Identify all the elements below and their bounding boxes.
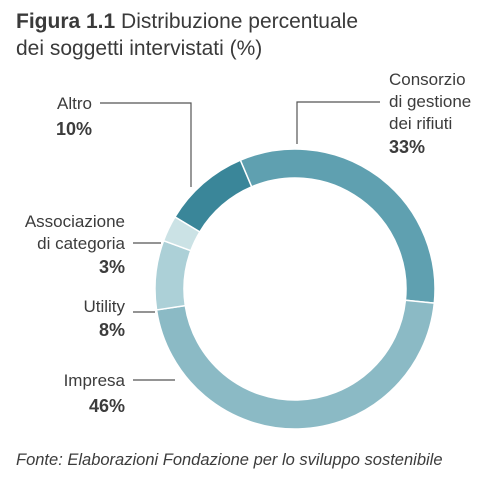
label-consorzio-value: 33% bbox=[389, 137, 425, 157]
donut-slices bbox=[154, 148, 436, 430]
figure-number: Figura 1.1 bbox=[16, 10, 116, 33]
label-utility-value: 8% bbox=[99, 320, 125, 340]
label-consorzio-line3: dei rifiuti bbox=[389, 114, 452, 133]
slice-altro bbox=[173, 159, 253, 233]
label-altro: Altro bbox=[57, 94, 92, 113]
figure-title-line1: Distribuzione percentuale bbox=[121, 10, 359, 33]
leader-line-altro bbox=[100, 102, 192, 187]
label-consorzio-line2: di gestione bbox=[389, 92, 471, 111]
label-consorzio-line1: Consorzio bbox=[389, 70, 466, 89]
leader-line-consorzio bbox=[296, 101, 380, 144]
slice-impresa bbox=[155, 299, 436, 430]
label-utility: Utility bbox=[83, 297, 125, 316]
label-associazione-line1: Associazione bbox=[25, 212, 125, 231]
label-impresa: Impresa bbox=[64, 371, 126, 390]
label-impresa-value: 46% bbox=[89, 396, 125, 416]
leader-lines bbox=[100, 101, 380, 381]
label-altro-value: 10% bbox=[56, 119, 92, 139]
slice-consorzio bbox=[239, 148, 436, 304]
label-associazione-line2: di categoria bbox=[37, 234, 125, 253]
label-associazione-value: 3% bbox=[99, 257, 125, 277]
figure-title-line2: dei soggetti intervistati (%) bbox=[16, 37, 263, 60]
slice-utility bbox=[154, 239, 192, 311]
figure-title: Figura 1.1 Distribuzione percentuale dei… bbox=[16, 8, 486, 62]
source-note: Fonte: Elaborazioni Fondazione per lo sv… bbox=[16, 451, 443, 469]
